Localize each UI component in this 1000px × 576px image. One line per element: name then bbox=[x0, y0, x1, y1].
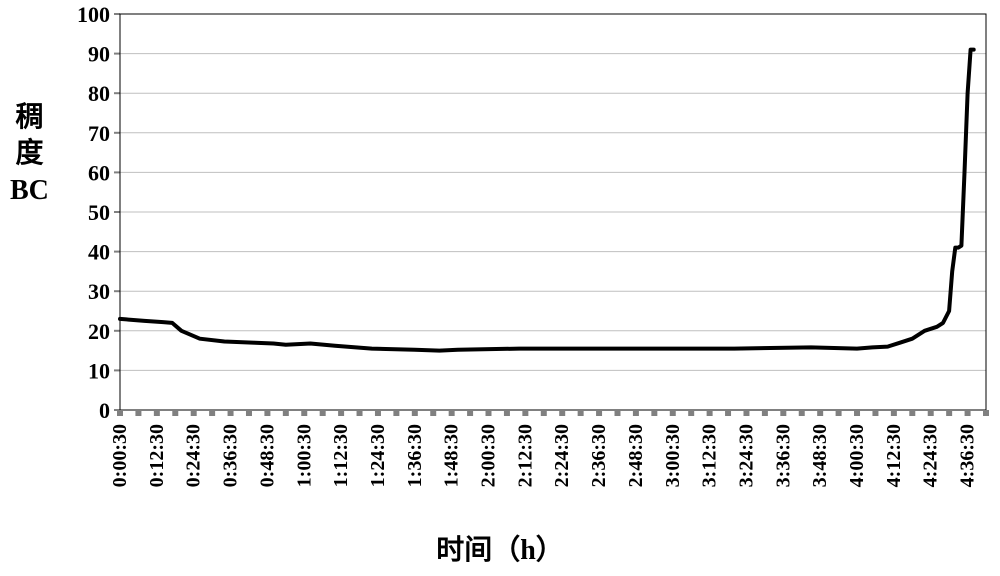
svg-text:3:12:30: 3:12:30 bbox=[699, 424, 721, 487]
y-axis-title: 稠 度 BC bbox=[10, 100, 49, 209]
svg-text:20: 20 bbox=[88, 319, 110, 344]
svg-text:100: 100 bbox=[77, 2, 110, 27]
svg-text:1:36:30: 1:36:30 bbox=[404, 424, 426, 487]
svg-text:1:12:30: 1:12:30 bbox=[330, 424, 352, 487]
y-axis-title-line: BC bbox=[10, 173, 49, 209]
svg-text:2:12:30: 2:12:30 bbox=[514, 424, 536, 487]
svg-text:1:00:30: 1:00:30 bbox=[293, 424, 315, 487]
svg-text:3:24:30: 3:24:30 bbox=[735, 424, 757, 487]
svg-text:2:00:30: 2:00:30 bbox=[478, 424, 500, 487]
svg-text:2:24:30: 2:24:30 bbox=[551, 424, 573, 487]
svg-text:0: 0 bbox=[99, 398, 110, 423]
svg-text:40: 40 bbox=[88, 240, 110, 265]
svg-text:1:48:30: 1:48:30 bbox=[441, 424, 463, 487]
svg-text:30: 30 bbox=[88, 279, 110, 304]
svg-text:2:36:30: 2:36:30 bbox=[588, 424, 610, 487]
svg-text:3:36:30: 3:36:30 bbox=[772, 424, 794, 487]
svg-text:60: 60 bbox=[88, 160, 110, 185]
x-axis-title: 时间（h） bbox=[0, 528, 1000, 568]
svg-text:1:24:30: 1:24:30 bbox=[367, 424, 389, 487]
svg-text:10: 10 bbox=[88, 358, 110, 383]
svg-text:90: 90 bbox=[88, 42, 110, 67]
svg-text:4:36:30: 4:36:30 bbox=[957, 424, 979, 487]
chart-svg: 0 10 20 30 40 50 60 70 80 90 100 0:00:30 0:12:30 0:24… bbox=[0, 0, 1000, 576]
svg-text:50: 50 bbox=[88, 200, 110, 225]
svg-text:0:24:30: 0:24:30 bbox=[183, 424, 205, 487]
svg-text:70: 70 bbox=[88, 121, 110, 146]
svg-text:0:48:30: 0:48:30 bbox=[256, 424, 278, 487]
svg-text:3:00:30: 3:00:30 bbox=[662, 424, 684, 487]
svg-text:4:00:30: 4:00:30 bbox=[846, 424, 868, 487]
svg-text:0:36:30: 0:36:30 bbox=[220, 424, 242, 487]
svg-text:4:12:30: 4:12:30 bbox=[883, 424, 905, 487]
svg-text:4:24:30: 4:24:30 bbox=[920, 424, 942, 487]
svg-text:80: 80 bbox=[88, 81, 110, 106]
svg-text:2:48:30: 2:48:30 bbox=[625, 424, 647, 487]
y-axis-title-line: 稠 bbox=[10, 100, 49, 136]
svg-text:3:48:30: 3:48:30 bbox=[809, 424, 831, 487]
svg-text:0:00:30: 0:00:30 bbox=[109, 424, 131, 487]
chart-container: 稠 度 BC 0 10 20 30 40 50 60 70 80 90 100 0:00:30 0:12… bbox=[0, 0, 1000, 576]
y-axis-title-line: 度 bbox=[10, 136, 49, 172]
svg-text:0:12:30: 0:12:30 bbox=[146, 424, 168, 487]
